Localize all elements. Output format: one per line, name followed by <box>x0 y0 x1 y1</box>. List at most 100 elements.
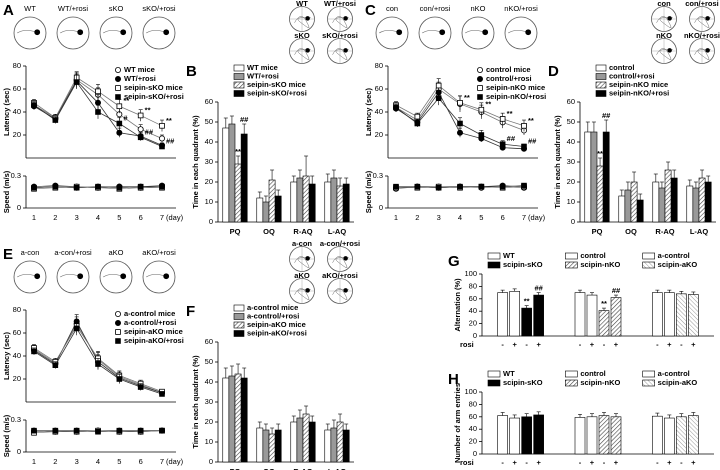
y-axis-label: Latency (sec) <box>2 332 11 380</box>
legend-label: scipin-aKO <box>658 260 698 269</box>
marker <box>159 143 165 150</box>
significance: # <box>123 113 128 122</box>
significance: ** <box>597 149 603 158</box>
y-tick-label: 100 <box>464 387 477 396</box>
x-tick-label: L-AQ <box>690 227 708 236</box>
marker <box>95 361 101 367</box>
y-tick-label: 0 <box>209 217 213 226</box>
pool <box>13 16 47 50</box>
y-tick-label: 20 <box>205 417 213 426</box>
condition-label: - <box>525 458 528 467</box>
x-tick-label: 3 <box>75 457 79 466</box>
marker <box>435 95 442 102</box>
track-label: con/+rosi <box>420 4 451 13</box>
condition-label: - <box>680 458 683 467</box>
marker <box>115 67 122 74</box>
condition-label: + <box>536 340 541 349</box>
bar <box>290 181 298 223</box>
track-label: a-con <box>21 248 40 257</box>
marker <box>499 141 506 148</box>
x-tick-label: 5 <box>117 457 121 466</box>
platform <box>439 29 446 36</box>
bar <box>256 197 264 223</box>
bar <box>698 177 706 223</box>
y-tick-label: 40 <box>567 137 575 146</box>
bar <box>584 131 592 223</box>
y-tick-label: 30 <box>567 157 575 166</box>
bar <box>692 187 700 223</box>
marker <box>73 184 80 191</box>
y-tick-label: 0.3 <box>11 415 21 424</box>
swim-path <box>332 48 349 61</box>
platform <box>667 16 672 21</box>
condition-label: + <box>590 458 595 467</box>
x-tick-label: 5 <box>117 213 121 222</box>
legend-swatch <box>487 252 501 260</box>
y-tick-label: 60 <box>469 412 477 421</box>
marker <box>116 427 123 434</box>
track-label: sKO/+rosi <box>142 4 175 13</box>
bar <box>618 195 626 223</box>
x-tick-label: L-AQ <box>328 467 346 470</box>
x-tick-label: PQ <box>592 227 603 236</box>
x-tick-label: 2 <box>53 457 57 466</box>
y-tick-label: 40 <box>13 107 21 116</box>
platform <box>305 16 310 21</box>
legend-swatch <box>642 379 655 387</box>
significance: ** <box>528 116 534 125</box>
bar <box>652 181 660 223</box>
marker <box>115 85 121 91</box>
legend-swatch <box>642 252 655 260</box>
marker <box>116 184 123 191</box>
y-tick-label: 60 <box>205 337 213 346</box>
y-tick-label: 60 <box>469 294 477 303</box>
significance: ** <box>601 299 607 308</box>
y-tick-label: 50 <box>567 117 575 126</box>
condition-label: + <box>667 340 672 349</box>
marker <box>116 376 123 382</box>
significance: ## <box>602 111 611 120</box>
y-tick-label: 0 <box>379 203 383 212</box>
bar <box>652 292 663 337</box>
platform <box>163 29 170 36</box>
condition-label: - <box>656 458 659 467</box>
marker <box>137 384 144 390</box>
platform <box>163 273 170 280</box>
condition-label: - <box>680 340 683 349</box>
condition-label: + <box>512 340 517 349</box>
x-tick-label: OQ <box>625 227 637 236</box>
significance: ## <box>507 134 516 143</box>
marker <box>52 427 59 434</box>
probe-label: WT/+rosi <box>324 0 356 8</box>
bar <box>598 415 610 455</box>
marker <box>115 76 122 83</box>
marker <box>95 183 101 190</box>
bar <box>610 297 622 337</box>
legend-label: seipin-aKO mice <box>124 327 183 336</box>
probe-label: nKO/+rosi <box>684 31 720 40</box>
legend-swatch <box>233 304 245 312</box>
bar <box>509 417 520 455</box>
bar <box>308 183 316 223</box>
legend-swatch <box>595 64 607 72</box>
bar <box>324 181 332 223</box>
bar <box>228 375 236 463</box>
y-axis-label: Time in each quadrant (%) <box>191 115 200 209</box>
panel-label: A <box>3 2 14 19</box>
marker <box>159 427 165 434</box>
track-label: sKO <box>109 4 124 13</box>
significance: ** <box>145 105 151 114</box>
panel-label: D <box>548 63 559 80</box>
platform <box>305 256 310 261</box>
x-tick-label: 2 <box>53 213 57 222</box>
legend-label: scipin-aKO <box>658 378 698 387</box>
swim-path <box>694 48 711 61</box>
bar <box>574 292 586 337</box>
legend-label: scipin-nKO <box>580 378 620 387</box>
marker <box>521 182 527 189</box>
platform <box>667 48 672 53</box>
bar <box>497 415 508 455</box>
marker <box>477 94 483 100</box>
significance: ** <box>524 297 530 306</box>
swim-path <box>294 288 311 301</box>
